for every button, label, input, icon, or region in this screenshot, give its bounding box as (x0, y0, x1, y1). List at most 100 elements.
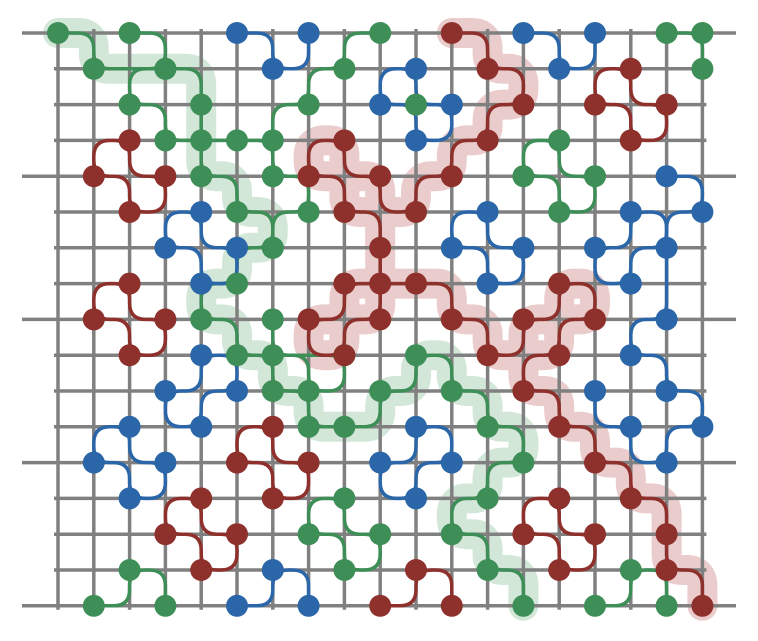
green-node (298, 416, 320, 438)
blue-node (83, 452, 105, 474)
red-node (226, 523, 248, 545)
blue-node (226, 22, 248, 44)
red-node (119, 129, 141, 151)
blue-node (584, 22, 606, 44)
red-node (369, 237, 391, 259)
green-node (656, 22, 678, 44)
red-node (226, 452, 248, 474)
green-node (47, 22, 69, 44)
green-node (262, 165, 284, 187)
blue-node (584, 380, 606, 402)
blue-node (190, 416, 212, 438)
green-node (262, 237, 284, 259)
blue-node (512, 237, 534, 259)
red-node (119, 273, 141, 295)
red-node (584, 94, 606, 116)
green-node (226, 273, 248, 295)
green-node (477, 487, 499, 509)
green-node (548, 201, 570, 223)
red-node (190, 559, 212, 581)
green-node (226, 344, 248, 366)
green-node (405, 94, 427, 116)
green-node (119, 559, 141, 581)
red-node (548, 559, 570, 581)
green-node (119, 22, 141, 44)
red-node (512, 308, 534, 330)
red-node (154, 523, 176, 545)
red-node (441, 165, 463, 187)
blue-node (226, 380, 248, 402)
red-node (441, 308, 463, 330)
green-node (405, 344, 427, 366)
blue-node (262, 559, 284, 581)
green-node (584, 165, 606, 187)
red-node (548, 344, 570, 366)
green-node (441, 523, 463, 545)
blue-node (477, 273, 499, 295)
blue-node (226, 595, 248, 617)
red-node (477, 344, 499, 366)
red-node (154, 308, 176, 330)
red-node (405, 559, 427, 581)
blue-node (405, 129, 427, 151)
blue-node (441, 94, 463, 116)
red-node (369, 165, 391, 187)
blue-node (190, 344, 212, 366)
green-node (548, 129, 570, 151)
green-node (226, 129, 248, 151)
green-node (691, 58, 713, 80)
green-node (262, 344, 284, 366)
red-node (405, 273, 427, 295)
red-node (477, 129, 499, 151)
red-node (298, 165, 320, 187)
green-node (190, 308, 212, 330)
green-node (119, 94, 141, 116)
red-node (83, 308, 105, 330)
green-node (154, 58, 176, 80)
red-node (512, 523, 534, 545)
green-node (298, 380, 320, 402)
red-node (154, 165, 176, 187)
blue-node (154, 380, 176, 402)
blue-node (656, 237, 678, 259)
green-node (262, 308, 284, 330)
blue-node (584, 237, 606, 259)
red-node (691, 595, 713, 617)
green-node (691, 22, 713, 44)
green-node (298, 94, 320, 116)
blue-node (298, 22, 320, 44)
blue-node (656, 308, 678, 330)
red-node (333, 273, 355, 295)
blue-node (620, 416, 642, 438)
blue-node (620, 273, 642, 295)
green-node (512, 595, 534, 617)
green-node (83, 595, 105, 617)
blue-node (369, 94, 391, 116)
red-node (656, 559, 678, 581)
green-node (441, 380, 463, 402)
blue-node (512, 22, 534, 44)
green-node (83, 58, 105, 80)
red-node (548, 487, 570, 509)
red-node (369, 595, 391, 617)
blue-node (441, 237, 463, 259)
red-node (512, 380, 534, 402)
red-node (620, 487, 642, 509)
blue-node (620, 201, 642, 223)
green-node (154, 595, 176, 617)
blue-node (154, 237, 176, 259)
green-node (620, 559, 642, 581)
red-node (512, 94, 534, 116)
green-node (226, 201, 248, 223)
red-node (119, 344, 141, 366)
blue-node (226, 237, 248, 259)
blue-node (262, 58, 284, 80)
red-node (656, 523, 678, 545)
blue-node (477, 201, 499, 223)
blue-node (298, 595, 320, 617)
red-node (369, 308, 391, 330)
green-node (154, 129, 176, 151)
green-node (333, 487, 355, 509)
red-node (405, 201, 427, 223)
green-node (512, 452, 534, 474)
